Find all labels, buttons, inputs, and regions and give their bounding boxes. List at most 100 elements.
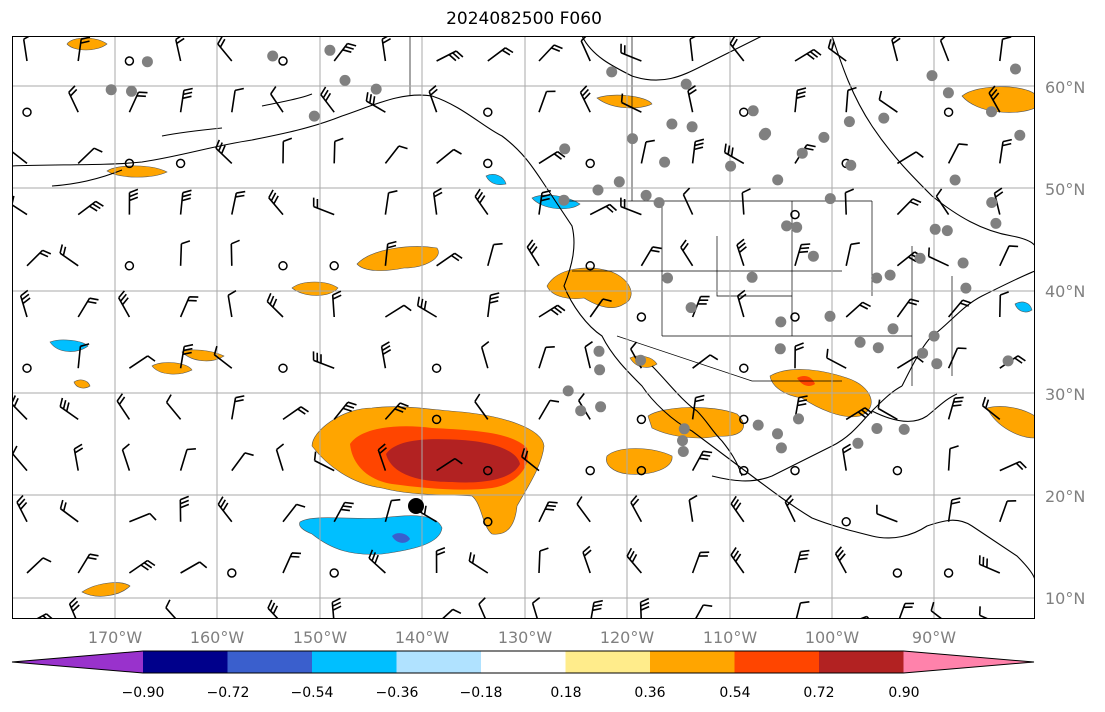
wind-barb [589,298,612,318]
colorbar-swatch [143,651,228,673]
station-dot [747,105,759,117]
colorbar-tick-label: 0.18 [550,685,581,701]
colorbar-tick-label: 0.36 [634,685,665,701]
station-dot [267,50,279,62]
wind-barb [12,445,28,472]
wind-barb [827,39,847,62]
calm-wind-marker [124,56,135,66]
wind-barb [231,190,246,215]
wind-barb [620,93,642,113]
wind-barb [589,203,618,216]
positive-anomaly-region [961,86,1035,113]
wind-barb [435,546,446,574]
wind-barb [691,394,705,420]
station-dot [680,78,692,90]
wind-barb [16,494,28,523]
wind-barb [231,452,254,472]
station-dot [685,302,697,314]
wind-barb [77,36,91,62]
calm-wind-marker [790,465,800,476]
station-dot [339,74,351,86]
calm-wind-marker [278,261,288,271]
wind-barb [736,238,747,267]
wind-barb [282,552,302,574]
calm-wind-marker [585,261,595,271]
wind-barb [729,36,745,62]
positive-anomaly-region [73,379,91,389]
colorbar-swatch [312,651,397,673]
station-dot [884,269,896,281]
station-dot [659,156,671,168]
wind-barb [691,551,710,574]
calm-wind-marker [739,465,749,476]
wind-barb [68,597,80,619]
station-dot [606,66,618,78]
wind-barb [620,197,642,216]
station-dot [126,85,137,97]
wind-barb [179,495,190,522]
wind-barb [687,85,697,113]
colorbar-swatch [565,651,651,673]
station-dot [793,413,804,425]
calm-wind-marker [483,158,493,169]
wind-barb [999,460,1027,472]
wind-barb [857,615,871,619]
wind-barb [579,85,591,113]
station-dot [627,133,638,145]
wind-barb [179,448,196,471]
map-panel [12,36,1035,619]
station-dot [775,316,787,328]
calm-wind-marker [943,107,954,117]
wind-barb [640,246,662,267]
calm-wind-marker [892,568,903,578]
wind-barb [179,189,192,215]
coastlines [12,36,1035,582]
wind-barb [487,242,503,267]
wind-barb [35,613,54,619]
colorbar-swatch [734,651,820,673]
wind-barb [73,443,84,471]
wind-barb [179,240,191,266]
calm-wind-marker [431,414,442,425]
wind-barb [794,395,808,420]
wind-barb [741,188,751,215]
wind-barb [282,503,306,523]
positive-anomaly-region [106,165,168,178]
wind-barb [691,450,713,471]
station-dot [594,364,606,376]
wind-barb [730,547,745,574]
wind-barb [312,351,335,369]
wind-barb [77,147,103,164]
wind-barb [939,36,950,62]
station-dot [887,323,899,335]
wind-barb [441,608,462,619]
wind-barb [947,497,961,522]
wind-barb [468,552,489,574]
positive-anomaly-region [81,582,131,597]
station-markers [105,44,1026,457]
positive-anomaly-region [66,37,108,51]
wind-barb [795,601,810,619]
colorbar-tick-label: −0.54 [291,685,334,701]
wind-barb [428,84,438,113]
wind-barb [474,188,489,216]
wind-barb [730,495,745,523]
station-dot [928,330,940,342]
station-dot [1014,129,1026,141]
wind-barb [876,504,898,523]
calm-wind-marker [636,465,647,476]
wind-barb [26,557,52,574]
calm-wind-marker [329,568,339,578]
positive-anomaly-region [546,267,632,309]
wind-barb [896,151,924,165]
wind-barb [538,189,551,215]
wind-barb [217,496,233,523]
wind-barb [19,289,31,318]
station-dot [878,112,890,124]
station-dot [653,197,665,209]
station-dot [308,110,320,122]
calm-wind-marker [483,517,493,527]
wind-barb [878,90,898,113]
wind-barb [691,295,710,318]
wind-barb [841,443,852,471]
